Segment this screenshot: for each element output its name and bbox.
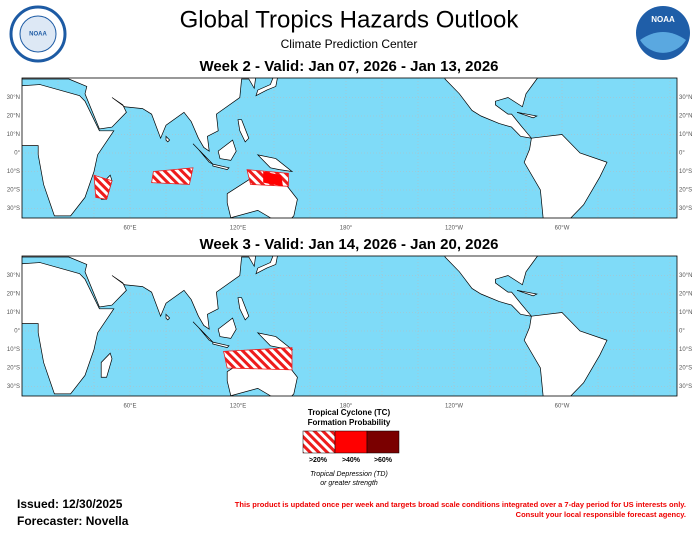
land <box>192 321 214 343</box>
legend-title: Tropical Cyclone (TC) <box>308 408 391 417</box>
land <box>217 139 237 161</box>
hazard-40 <box>263 171 283 187</box>
land <box>165 313 171 321</box>
lat-label: 20°N <box>7 292 20 298</box>
land <box>516 289 538 297</box>
panel-title: Week 2 - Valid: Jan 07, 2026 - Jan 13, 2… <box>199 58 498 75</box>
land <box>516 111 538 119</box>
lat-label: 10°S <box>679 347 692 353</box>
lat-label: 10°N <box>7 132 20 138</box>
lat-label: 30°S <box>679 206 692 212</box>
lat-label: 30°N <box>679 95 692 101</box>
lat-label: 20°S <box>679 366 692 372</box>
land <box>255 78 278 97</box>
lon-label: 120°W <box>445 226 463 232</box>
land <box>212 163 230 171</box>
disclaimer: This product is updated once per week an… <box>235 500 686 509</box>
lon-label: 120°E <box>230 226 246 232</box>
legend-label: >20% <box>309 457 328 464</box>
lon-label: 60°W <box>555 226 570 232</box>
lat-label: 20°S <box>679 188 692 194</box>
land <box>444 78 539 139</box>
legend-note: Tropical Depression (TD) <box>310 471 388 478</box>
lat-label: 20°N <box>679 114 692 120</box>
lat-label: 20°N <box>679 292 692 298</box>
hazard-20 <box>151 167 194 185</box>
title: Global Tropics Hazards Outlook <box>180 6 520 33</box>
land <box>217 317 237 339</box>
land <box>237 297 250 321</box>
lat-label: 0° <box>14 151 20 157</box>
land <box>165 135 171 143</box>
disclaimer: Consult your local responsible forecast … <box>516 510 686 519</box>
land <box>212 341 230 349</box>
noaa-wave <box>640 32 686 53</box>
hazard-20 <box>93 174 113 200</box>
land <box>22 256 256 330</box>
subtitle: Climate Prediction Center <box>281 37 418 51</box>
lat-label: 10°S <box>7 347 20 353</box>
legend-swatch <box>366 430 400 454</box>
legend-label: >40% <box>342 457 361 464</box>
lon-label: 180° <box>340 226 353 232</box>
lat-label: 30°N <box>679 273 692 279</box>
lon-label: 180° <box>340 404 353 410</box>
lat-label: 10°S <box>679 169 692 175</box>
land <box>192 143 214 165</box>
map-panel <box>22 256 677 396</box>
lat-label: 10°N <box>7 310 20 316</box>
land <box>256 154 294 173</box>
lon-label: 60°E <box>123 226 136 232</box>
land <box>237 119 250 143</box>
lat-label: 0° <box>679 151 685 157</box>
lat-label: 30°N <box>7 273 20 279</box>
lon-label: 120°E <box>230 404 246 410</box>
land <box>255 256 278 275</box>
noaa-text: NOAA <box>651 15 675 24</box>
lat-label: 20°S <box>7 366 20 372</box>
seal-text: NOAA <box>29 32 47 38</box>
lon-label: 60°E <box>123 404 136 410</box>
map-panel <box>22 78 677 218</box>
land <box>22 262 115 395</box>
land <box>22 256 23 258</box>
legend-swatch <box>334 430 368 454</box>
legend: Tropical Cyclone (TC) Formation Probabil… <box>302 408 400 487</box>
lat-label: 10°N <box>679 132 692 138</box>
land <box>22 84 115 217</box>
forecaster: Forecaster: Novella <box>17 514 129 528</box>
lat-label: 30°S <box>7 384 20 390</box>
lat-label: 0° <box>14 329 20 335</box>
lat-label: 30°S <box>679 384 692 390</box>
land <box>22 78 256 152</box>
lon-label: 120°W <box>445 404 463 410</box>
map-border <box>21 77 678 219</box>
lon-label: 60°W <box>555 404 570 410</box>
lat-label: 20°S <box>7 188 20 194</box>
land <box>523 134 608 218</box>
legend-subtitle: Formation Probability <box>308 418 391 427</box>
issued: Issued: 12/30/2025 <box>17 497 123 511</box>
land <box>523 312 608 396</box>
commerce-seal-inner <box>19 15 57 53</box>
lat-label: 0° <box>679 329 685 335</box>
panel-title: Week 3 - Valid: Jan 14, 2026 - Jan 20, 2… <box>199 236 498 253</box>
legend-label: >60% <box>374 457 393 464</box>
land <box>444 256 539 317</box>
land <box>100 352 113 378</box>
lat-label: 10°N <box>679 310 692 316</box>
map-border <box>21 255 678 397</box>
lat-label: 30°N <box>7 95 20 101</box>
legend-note: or greater strength <box>320 480 378 487</box>
lat-label: 30°S <box>7 206 20 212</box>
legend-swatch <box>302 430 336 454</box>
lat-label: 10°S <box>7 169 20 175</box>
lat-label: 20°N <box>7 114 20 120</box>
hazard-20 <box>223 347 293 371</box>
